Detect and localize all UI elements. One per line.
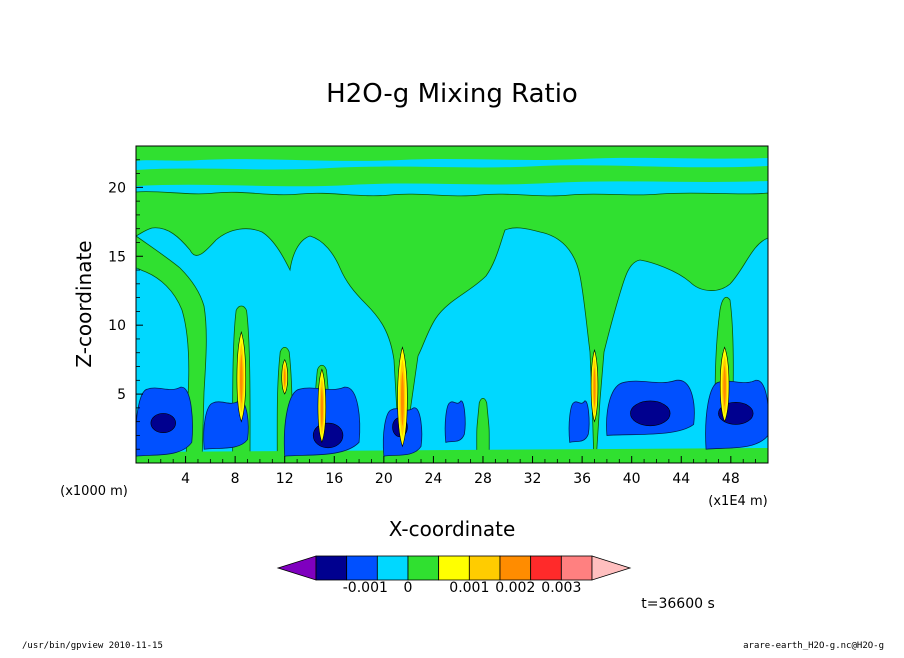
plume-6-level-3 <box>723 365 726 407</box>
chart-title: H2O-g Mixing Ratio <box>326 79 578 109</box>
plot-frame <box>135 145 769 464</box>
colorbar-labels: -0.001 0 0.001 0.002 0.003 <box>343 580 582 596</box>
colorbar-label-3: 0.001 <box>449 580 489 596</box>
plume-2-level-3 <box>283 367 286 388</box>
y-tick-label-10: 10 <box>108 318 126 334</box>
contour-shapes <box>136 146 768 463</box>
x-tick-label-48: 48 <box>722 471 740 487</box>
dry-pocket-5 <box>444 400 466 443</box>
y-tick-label-20: 20 <box>108 180 126 196</box>
colorbar-bin-9 <box>560 555 593 581</box>
x-unit-left: (x1000 m) <box>60 484 128 499</box>
colorbar-bin-5 <box>438 555 470 581</box>
colorbar-bin-8 <box>530 555 562 581</box>
colorbar-label-1: -0.001 <box>343 580 388 596</box>
colorbar-label-5: 0.003 <box>541 580 581 596</box>
x-tick-label-20: 20 <box>375 471 393 487</box>
upper-moist-band <box>136 146 768 161</box>
y-axis: 5 10 15 20 <box>108 159 143 450</box>
x-tick-label-8: 8 <box>231 471 240 487</box>
plume-3-level-3 <box>320 386 324 428</box>
colorbar-label-2: 0 <box>404 580 413 596</box>
x-tick-label-24: 24 <box>424 471 442 487</box>
middle-moist-band <box>136 165 768 187</box>
dry-core-4 <box>630 400 671 427</box>
x-tick-label-28: 28 <box>474 471 492 487</box>
footer-left: /usr/bin/gpview 2010-11-15 <box>22 641 163 651</box>
dry-core-1 <box>150 413 176 433</box>
colorbar-bin-7 <box>499 555 532 581</box>
plume-1-level-3 <box>240 353 243 404</box>
colorbar-bin-6 <box>468 555 501 581</box>
colorbar-bin-2 <box>346 555 378 581</box>
x-tick-label-12: 12 <box>276 471 294 487</box>
x-tick-label-16: 16 <box>325 471 343 487</box>
y-tick-label-5: 5 <box>117 387 126 403</box>
colorbar-bin-1 <box>315 555 348 581</box>
x-tick-label-36: 36 <box>573 471 591 487</box>
plume-4-level-3 <box>400 371 404 427</box>
dry-core-2 <box>312 422 344 449</box>
plot-area <box>136 146 768 463</box>
x-tick-label-4: 4 <box>181 471 190 487</box>
colorbar-low-arrow <box>276 555 317 581</box>
convective-column-4 <box>476 397 490 463</box>
dry-pocket-6 <box>568 400 590 443</box>
time-label: t=36600 s <box>641 596 715 612</box>
moist-anvil-region <box>136 191 768 463</box>
colorbar-bin-4 <box>407 555 440 581</box>
colorbar-bin-3 <box>376 555 409 581</box>
colorbar-label-4: 0.002 <box>495 580 535 596</box>
x-tick-label-40: 40 <box>623 471 641 487</box>
footer-right: arare-earth_H2O-g.nc@H2O-g <box>743 641 884 651</box>
plume-5-level-3 <box>593 367 596 408</box>
x-tick-label-32: 32 <box>524 471 542 487</box>
colorbar-high-arrow <box>591 555 632 581</box>
colorbar <box>276 555 632 581</box>
y-axis-label: Z-coordinate <box>72 240 96 367</box>
x-axis-label: X-coordinate <box>389 517 516 541</box>
x-unit-right: (x1E4 m) <box>708 494 767 509</box>
x-tick-label-44: 44 <box>672 471 690 487</box>
x-axis: 4 8 12 16 20 24 28 32 36 40 44 48 <box>147 456 757 487</box>
y-tick-label-15: 15 <box>108 249 126 265</box>
